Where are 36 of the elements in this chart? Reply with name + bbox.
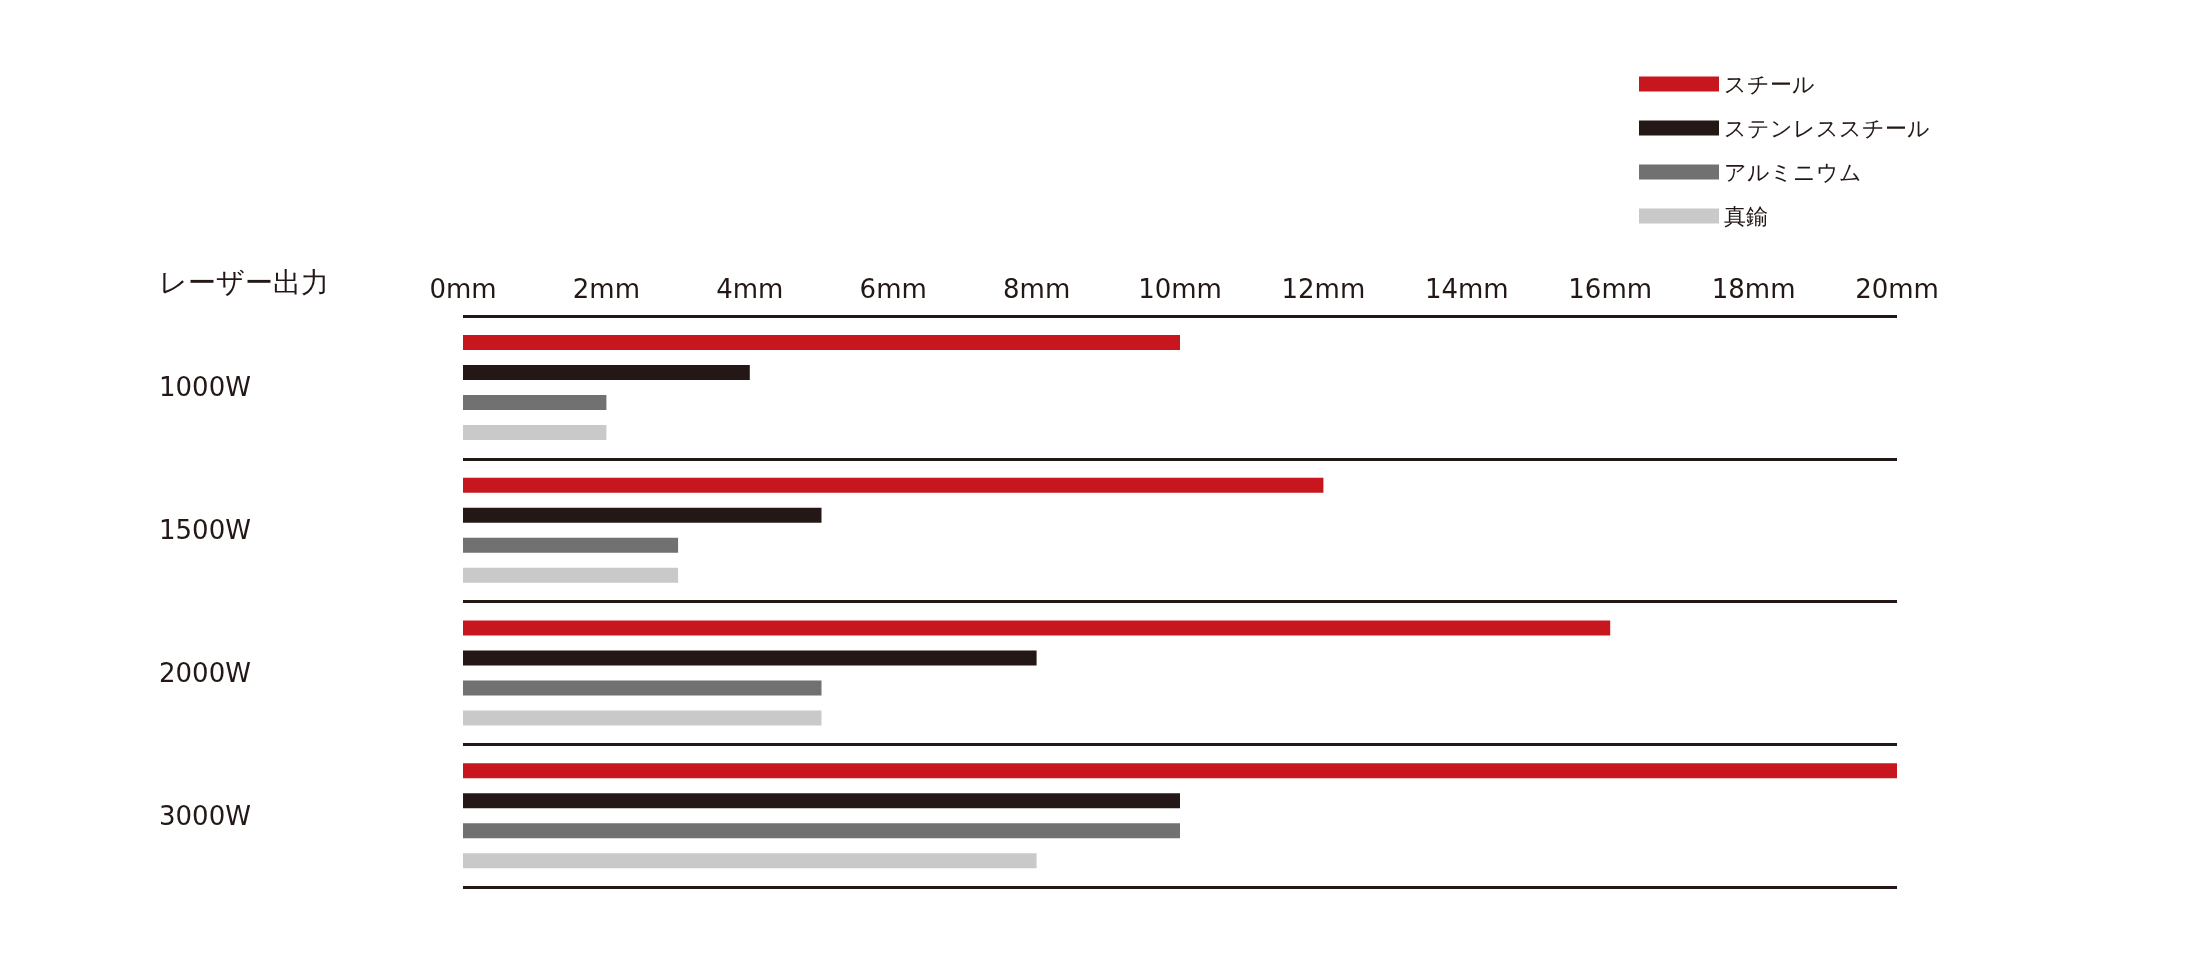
bar: [463, 680, 822, 696]
bar: [463, 793, 1180, 809]
bar: [463, 567, 679, 583]
y-tick-label: 2000W: [159, 657, 251, 688]
x-tick-label: 12mm: [1281, 274, 1366, 304]
y-tick-label: 1000W: [159, 372, 251, 403]
legend-label: 真鍮: [1724, 203, 1768, 229]
bar: [463, 394, 607, 410]
bar: [463, 424, 607, 440]
bar: [463, 710, 822, 726]
x-tick-label: 18mm: [1711, 274, 1796, 304]
bar: [463, 477, 1324, 493]
legend-label: ステンレススチール: [1724, 115, 1930, 141]
x-tick-label: 20mm: [1855, 274, 1939, 304]
x-tick-label: 4mm: [716, 274, 784, 304]
bar: [463, 537, 679, 553]
y-tick-label: 1500W: [159, 515, 251, 546]
bar: [463, 763, 1897, 779]
x-tick-label: 14mm: [1424, 274, 1509, 304]
bar: [463, 507, 822, 523]
y-tick-label: 3000W: [159, 800, 251, 831]
bar: [463, 823, 1180, 839]
bar: [463, 334, 1180, 350]
x-tick-label: 6mm: [859, 274, 927, 304]
x-tick-label: 2mm: [572, 274, 640, 304]
bar: [463, 364, 750, 380]
bar: [463, 650, 1037, 666]
x-tick-label: 10mm: [1138, 274, 1222, 304]
x-tick-label: 16mm: [1568, 274, 1653, 304]
x-tick-label: 8mm: [1003, 274, 1071, 304]
legend-label: スチール: [1724, 71, 1815, 97]
x-tick-label: 0mm: [429, 274, 497, 304]
legend-label: アルミニウム: [1724, 159, 1862, 185]
bar: [463, 853, 1037, 869]
y-axis-title: レーザー出力: [159, 265, 329, 299]
bar: [463, 620, 1611, 636]
